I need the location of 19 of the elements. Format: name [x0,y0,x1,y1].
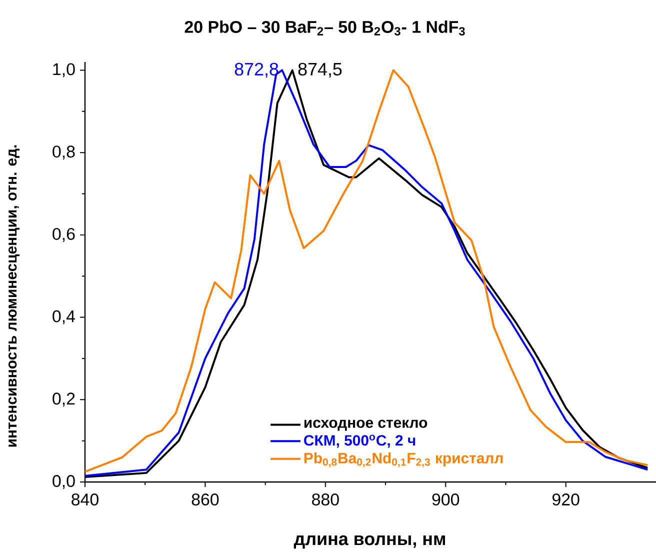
annotation: 874,5 [298,62,342,78]
x-tick-label: 860 [192,493,219,506]
chart-title: 20 PbO – 30 BaF$_{2}$– 50 B$_{2}$O$_{3}$- 1 NdF$_{3}$ [184,20,465,36]
y-tick-label: 0,2 [52,392,75,407]
y-tick-label: 0,8 [52,146,75,160]
y-tick-label: 1,0 [53,63,75,78]
x-tick-label: 880 [312,493,339,506]
x-tick-label: 840 [72,493,98,506]
legend-label: исходное стекло [304,420,428,431]
annotation: 872,8 [234,62,278,78]
text: Pb$_{0,8}$Ba$_{0,2}$Nd$_{0,1}$F$_{2,3}$ кристалл [304,452,503,468]
y-axis-title: интенсивность люминесценции, отн. ед. [8,145,20,447]
y-tick-label: 0,6 [52,228,75,242]
x-tick-label: 920 [552,493,580,506]
x-tick-label: 900 [432,493,460,506]
y-tick-label: 0,0 [52,475,75,489]
x-axis-title: длина волны, нм [294,535,445,549]
y-tick-label: 0,4 [52,310,76,324]
legend-label: СКМ, 500$^{o}$C, 2 ч [304,434,416,448]
